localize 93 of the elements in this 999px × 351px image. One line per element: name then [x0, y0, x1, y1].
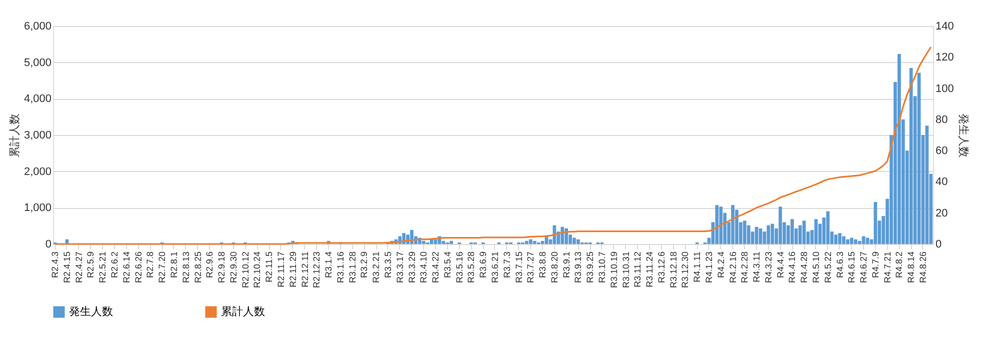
x-tick-label: R2.4.15: [62, 252, 72, 284]
x-tick-label: R4.3.11: [752, 252, 762, 282]
y-tick-label: 1,000: [24, 202, 52, 214]
y2-tick-label: 20: [936, 207, 948, 220]
x-tick-label: R4.8.26: [918, 252, 928, 284]
x-tick-label: R3.3.5: [382, 252, 393, 278]
x-tick-label: R4.6.27: [858, 252, 869, 284]
x-tick-label: R3.7.3: [502, 252, 512, 278]
y-tick-label: 6,000: [24, 20, 52, 32]
y2-tick-label: 100: [936, 82, 954, 95]
x-tick-label: R2.9.18: [216, 252, 227, 284]
x-tick-label: R2.10.24: [252, 252, 262, 288]
x-tick-label: R2.8.13: [180, 252, 191, 284]
y2-tick-label: 0: [936, 238, 942, 250]
x-tick-label: R4.1.23: [704, 252, 714, 284]
y2-tick-label: 120: [936, 52, 954, 64]
y2-axis-title: 発生人数: [956, 114, 970, 158]
x-tick-label: R2.12.23: [312, 252, 322, 288]
x-tick-label: R4.8.14: [906, 252, 916, 284]
x-tick-label: R3.12.30: [680, 252, 690, 288]
x-tick-label: R2.6.14: [121, 252, 132, 284]
x-tick-label: R4.2.28: [740, 252, 750, 284]
x-tick-label: R4.8.2: [894, 252, 904, 278]
x-tick-label: R2.10.12: [240, 252, 250, 288]
x-tick-label: R2.9.30: [228, 252, 238, 284]
x-tick-label: R4.7.9: [870, 252, 880, 278]
x-tick-label: R4.6.3: [834, 252, 845, 278]
y-tick-label: 2,000: [24, 166, 52, 178]
x-tick-label: R2.6.26: [133, 252, 144, 284]
x-tick-label: R3.11.24: [644, 252, 655, 288]
y2-tick-label: 80: [936, 114, 948, 126]
x-tick-label: R3.3.29: [406, 252, 417, 284]
x-tick-label: R3.6.21: [490, 252, 500, 284]
x-tick-label: R3.12.18: [668, 252, 678, 288]
x-tick-label: R3.7.15: [514, 252, 524, 284]
x-tick-label: R2.5.21: [98, 252, 108, 284]
x-tick-label: R4.4.4: [775, 252, 786, 278]
x-tick-label: R3.3.17: [394, 252, 405, 284]
x-tick-label: R2.7.8: [145, 252, 156, 278]
x-tick-label: R2.7.20: [157, 252, 168, 284]
y-tick-label: 5,000: [24, 56, 52, 69]
y-tick-label: 4,000: [24, 93, 52, 106]
x-tick-label: R3.9.25: [585, 252, 596, 284]
y2-tick-label: 140: [936, 20, 954, 32]
x-tick-label: R3.6.9: [478, 252, 488, 278]
x-tick-label: R3.1.28: [347, 252, 358, 284]
x-tick-label: R4.5.22: [822, 252, 833, 284]
x-tick-label: R3.8.20: [549, 252, 560, 284]
y2-tick-label: 60: [936, 145, 948, 158]
x-tick-label: R3.4.10: [418, 252, 429, 284]
x-tick-label: R3.1.16: [335, 252, 346, 284]
x-tick-label: R2.4.27: [74, 252, 84, 284]
x-tick-label: R2.6.2: [110, 252, 120, 278]
x-tick-label: R3.10.31: [620, 252, 631, 288]
x-tick-label: R3.1.4: [324, 252, 334, 278]
x-tick-label: R3.11.12: [632, 252, 643, 288]
x-tick-label: R2.5.9: [86, 252, 96, 278]
x-tick-label: R4.2.16: [728, 252, 738, 284]
y-tick-label: 3,000: [24, 130, 52, 142]
x-tick-label: R4.7.21: [882, 252, 892, 284]
x-tick-label: R3.5.4: [442, 252, 452, 278]
x-tick-label: R2.11.5: [264, 252, 274, 282]
x-tick-label: R2.11.29: [288, 252, 298, 288]
x-tick-label: R2.8.1: [168, 252, 179, 278]
x-tick-label: R3.5.16: [454, 252, 464, 284]
x-tick-label: R3.4.22: [430, 252, 441, 284]
y-axis-title: 累計人数: [8, 114, 21, 158]
x-tick-label: R2.12.11: [300, 252, 310, 288]
x-tick-label: R4.3.23: [763, 252, 774, 284]
x-tick-label: R3.12.6: [656, 252, 666, 284]
y2-tick-label: 40: [936, 176, 948, 188]
x-tick-label: R3.9.1: [561, 252, 572, 278]
legend-label: 累計人数: [221, 305, 265, 318]
x-tick-label: R3.8.8: [538, 252, 548, 278]
x-tick-label: R4.6.15: [846, 252, 857, 284]
x-tick-label: R3.5.28: [466, 252, 476, 284]
x-tick-label: R3.2.21: [371, 252, 382, 284]
x-tick-label: R4.4.16: [787, 252, 798, 284]
y-tick-label: 0: [45, 238, 52, 250]
x-tick-label: R4.1.11: [692, 252, 702, 282]
x-tick-label: R2.4.3: [50, 252, 60, 278]
x-tick-label: R4.2.4: [716, 252, 726, 278]
x-tick-label: R3.10.19: [608, 252, 619, 288]
x-tick-label: R4.4.28: [799, 252, 810, 284]
x-tick-label: R3.7.27: [526, 252, 536, 284]
legend-label: 発生人数: [69, 305, 113, 318]
x-tick-label: R2.8.25: [192, 252, 203, 284]
x-tick-label: R4.5.10: [810, 252, 821, 284]
x-tick-label: R2.11.17: [276, 252, 286, 288]
x-tick-label: R3.2.9: [359, 252, 370, 278]
x-tick-label: R3.10.7: [596, 252, 607, 284]
x-tick-label: R3.9.13: [573, 252, 584, 284]
x-tick-label: R2.9.6: [204, 252, 215, 278]
